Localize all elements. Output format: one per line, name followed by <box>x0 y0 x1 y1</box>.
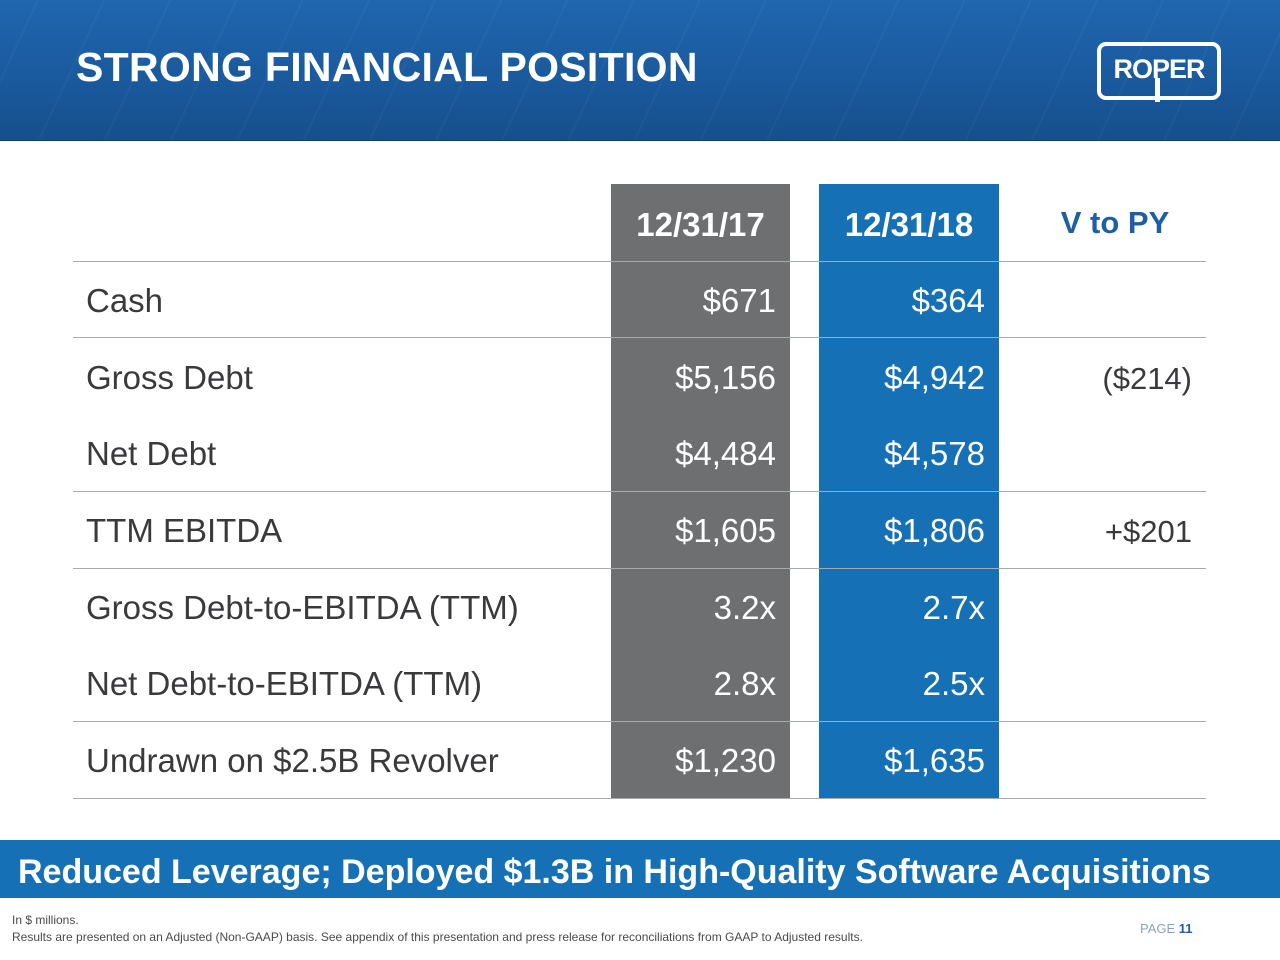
logo-bar <box>1155 78 1160 102</box>
cell-net-leverage-2018: 2.5x <box>922 665 985 702</box>
cell-ttm-ebitda-2018: $1,806 <box>884 512 985 549</box>
cell-gross-debt-2018: $4,942 <box>884 359 985 396</box>
row-label-cash: Cash <box>86 282 164 319</box>
row-label-gross-debt-to-ebitda: Gross Debt-to-EBITDA (TTM) <box>86 589 519 626</box>
footnote-units: In $ millions. <box>12 913 79 927</box>
table-rule <box>73 261 1206 262</box>
row-label-gross-debt: Gross Debt <box>86 359 253 396</box>
row-label-undrawn-revolver: Undrawn on $2.5B Revolver <box>86 742 499 779</box>
page-title: STRONG FINANCIAL POSITION <box>76 44 698 90</box>
table-rule <box>73 798 1206 799</box>
header-texture <box>0 0 1280 140</box>
cell-ttm-ebitda-vpy: +$201 <box>1104 514 1192 549</box>
callout-band <box>0 840 1280 898</box>
cell-net-leverage-2017: 2.8x <box>713 665 776 702</box>
cell-gross-leverage-2017: 3.2x <box>713 589 776 626</box>
table-rule <box>73 337 1206 338</box>
row-label-net-debt: Net Debt <box>86 435 217 472</box>
callout-text: Reduced Leverage; Deployed $1.3B in High… <box>18 853 1211 891</box>
table-rule <box>73 721 1206 722</box>
cell-net-debt-2017: $4,484 <box>675 435 776 472</box>
table-rule <box>73 568 1206 569</box>
table-rule <box>73 491 1206 492</box>
page-number-value: 11 <box>1178 921 1193 936</box>
column-header-2018: 12/31/18 <box>844 206 974 243</box>
page-label: PAGE <box>1140 921 1176 936</box>
cell-gross-leverage-2018: 2.7x <box>922 589 985 626</box>
cell-net-debt-2018: $4,578 <box>884 435 985 472</box>
row-label-ttm-ebitda: TTM EBITDA <box>86 512 283 549</box>
cell-gross-debt-vpy: ($214) <box>1102 361 1192 396</box>
page-number: PAGE 11 <box>1140 921 1193 936</box>
footnote-basis: Results are presented on an Adjusted (No… <box>12 930 863 944</box>
cell-cash-2018: $364 <box>911 282 985 319</box>
cell-undrawn-2018: $1,635 <box>884 742 985 779</box>
column-header-2017: 12/31/17 <box>636 206 765 243</box>
cell-undrawn-2017: $1,230 <box>675 742 776 779</box>
cell-gross-debt-2017: $5,156 <box>675 359 776 396</box>
roper-logo: ROPER <box>1097 42 1221 102</box>
column-header-v-to-py: V to PY <box>1060 205 1170 240</box>
header-banner: STRONG FINANCIAL POSITION ROPER <box>0 0 1280 141</box>
cell-ttm-ebitda-2017: $1,605 <box>675 512 776 549</box>
cell-cash-2017: $671 <box>702 282 776 319</box>
row-label-net-debt-to-ebitda: Net Debt-to-EBITDA (TTM) <box>86 665 483 702</box>
